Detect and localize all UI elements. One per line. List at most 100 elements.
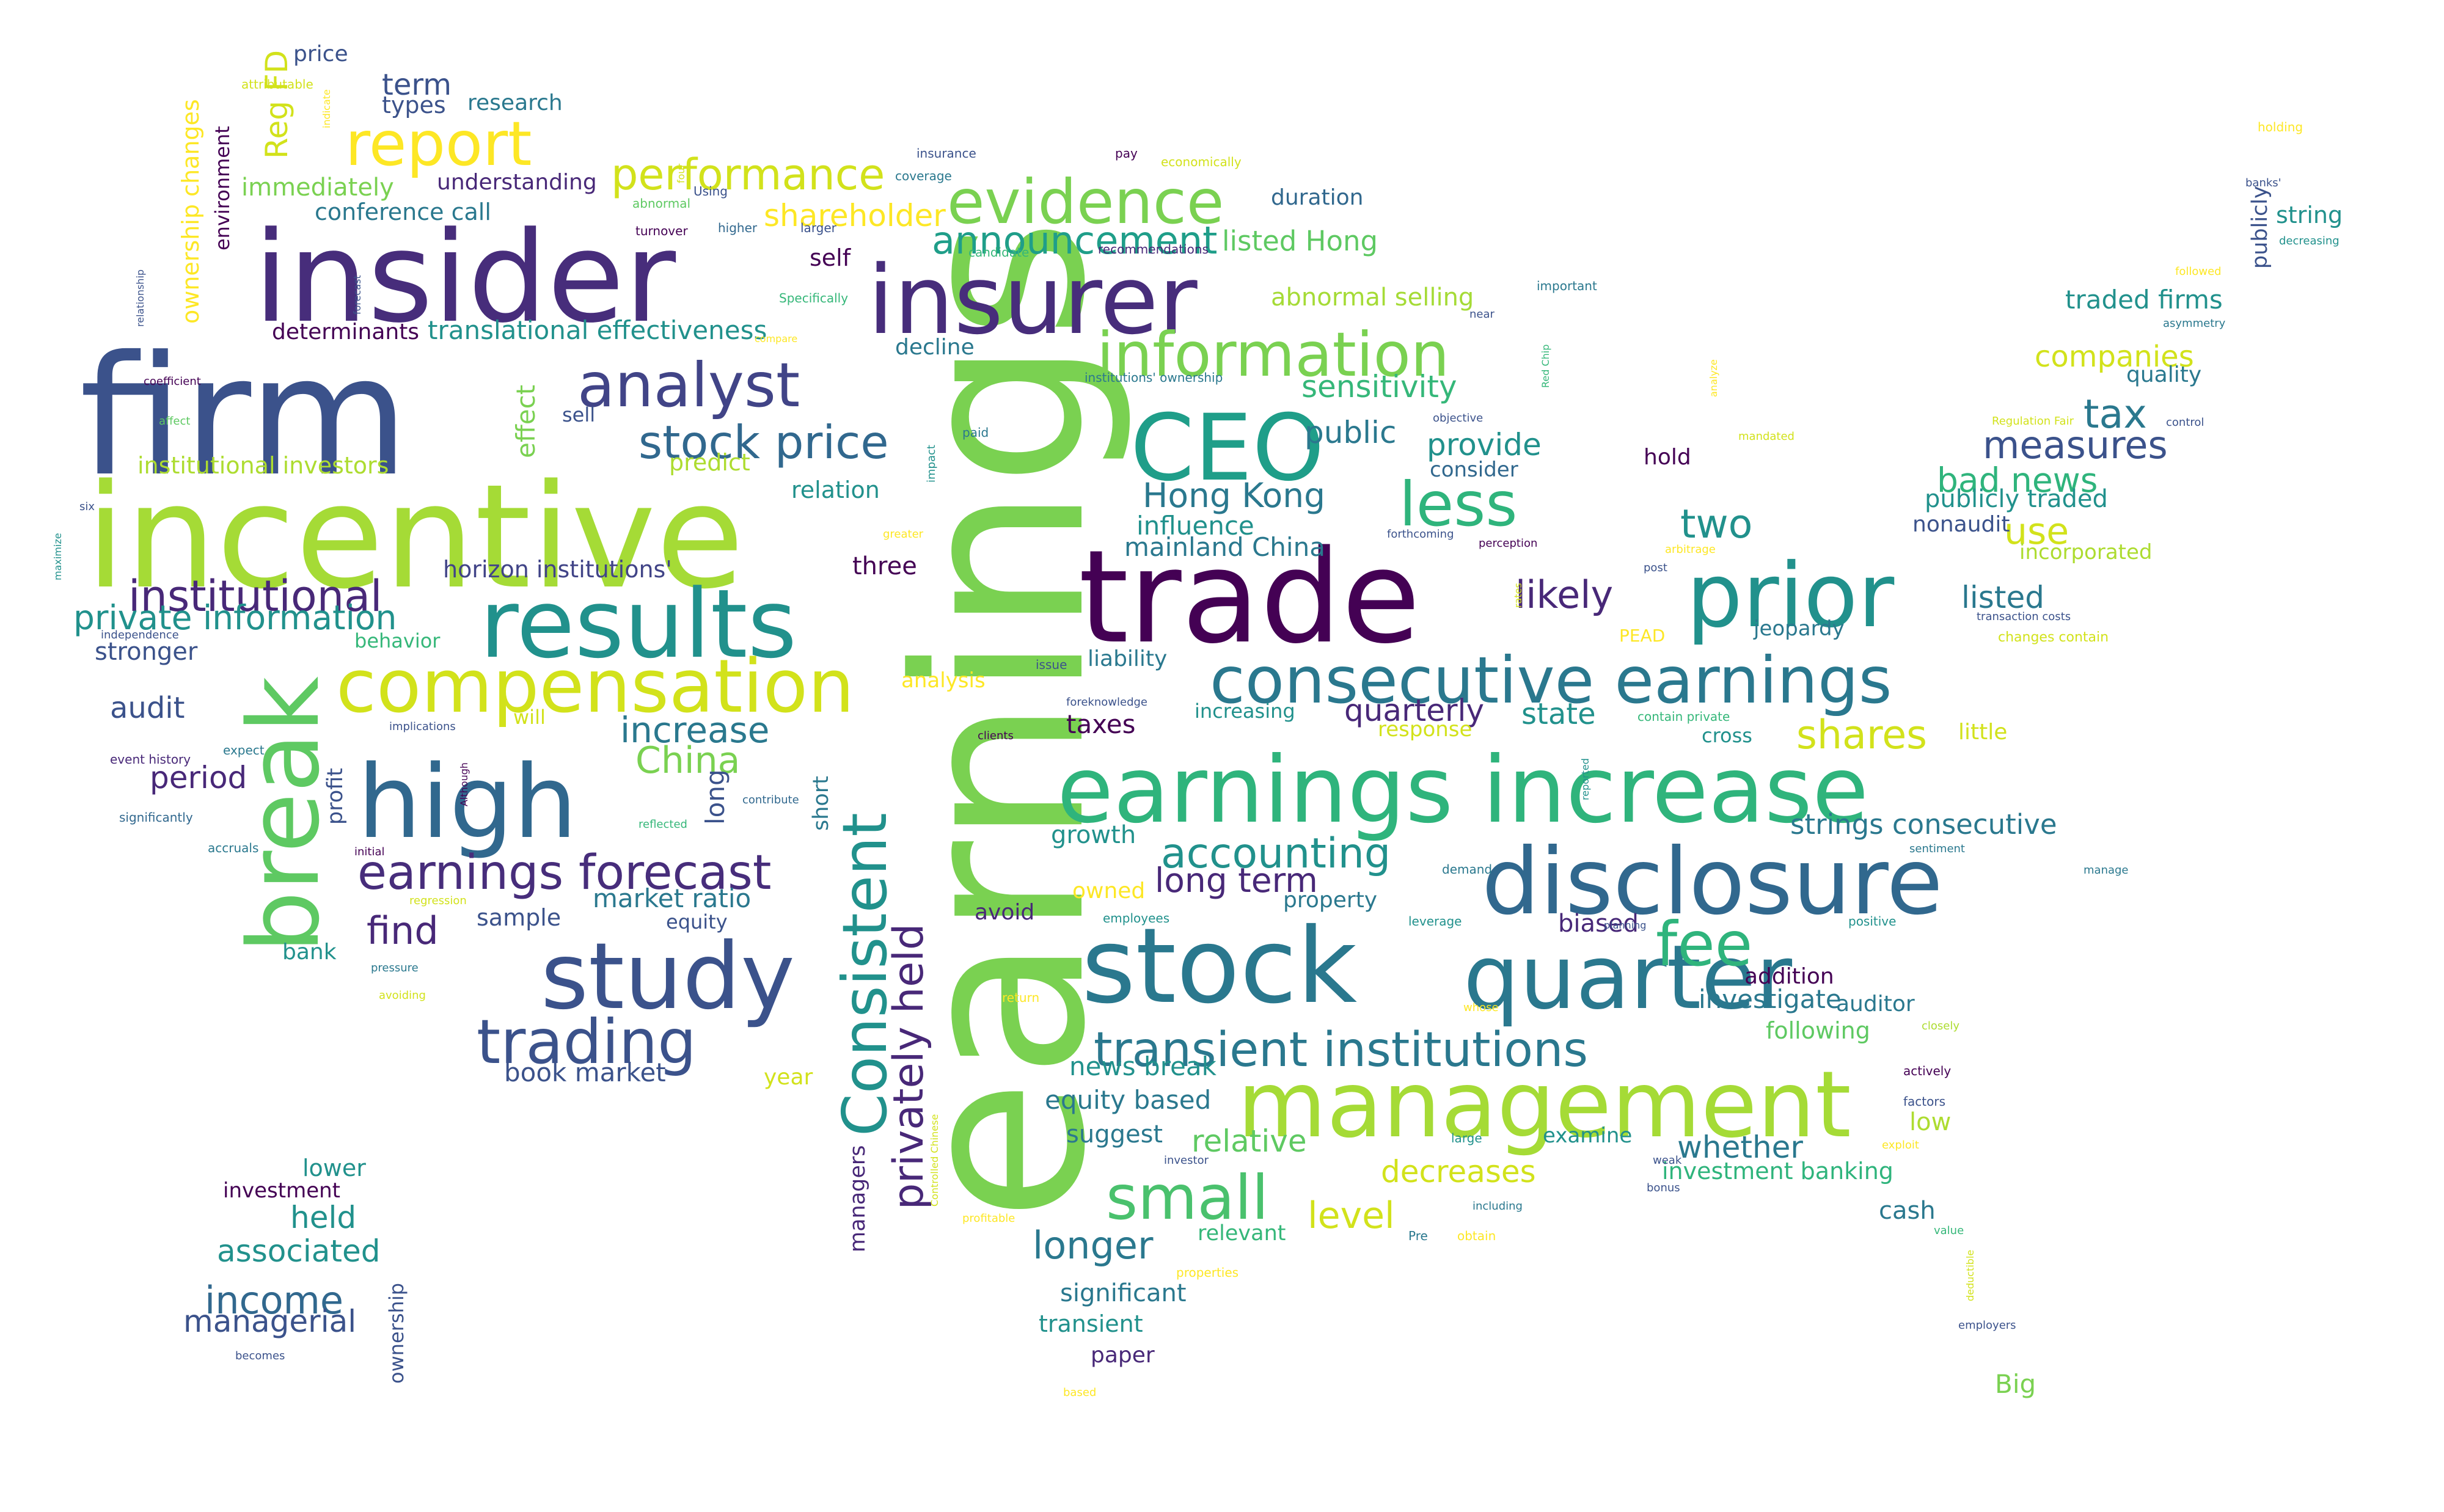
cloud-word-investment-banking: investment banking: [1662, 1158, 1893, 1185]
cloud-word-candidate: candidate: [968, 245, 1029, 260]
cloud-word-will: will: [513, 706, 546, 729]
cloud-word-followed: followed: [2175, 265, 2222, 278]
cloud-word-event-history: event history: [110, 752, 191, 767]
cloud-word-consistent: Consistent: [829, 813, 901, 1136]
cloud-word-clients: clients: [978, 729, 1014, 742]
cloud-word-obtain: obtain: [1457, 1229, 1496, 1243]
cloud-word-issue: issue: [1036, 657, 1067, 672]
cloud-word-demand: demand: [1442, 862, 1492, 877]
cloud-word-managers: managers: [846, 1145, 870, 1252]
cloud-word-consider: consider: [1430, 458, 1518, 482]
cloud-word-year: year: [764, 1065, 813, 1090]
cloud-word-rates: rates: [1512, 583, 1524, 608]
cloud-word-maximize: maximize: [52, 533, 64, 580]
cloud-word-pressure: pressure: [371, 962, 419, 974]
cloud-word-understanding: understanding: [437, 170, 597, 195]
cloud-word-consecutive-earnings: consecutive earnings: [1210, 643, 1892, 718]
cloud-word-shareholder: shareholder: [764, 198, 946, 233]
cloud-word-tax: tax: [2084, 392, 2147, 437]
cloud-word-information: information: [1097, 319, 1449, 390]
cloud-word-translational-effectiveness: translational effectiveness: [428, 315, 767, 345]
cloud-word-incentive: incentive: [86, 454, 744, 621]
cloud-word-bad-news: bad news: [1937, 461, 2098, 500]
cloud-word-response: response: [1378, 717, 1472, 742]
cloud-word-price: price: [293, 42, 348, 67]
cloud-word-factors: factors: [1903, 1094, 1945, 1109]
cloud-word-value: value: [1934, 1224, 1964, 1237]
cloud-word-impact: impact: [925, 445, 938, 483]
cloud-word-reflected: reflected: [638, 818, 687, 831]
cloud-word-accounting: accounting: [1161, 830, 1391, 878]
cloud-word-pead: PEAD: [1619, 626, 1665, 646]
cloud-word-fee: fee: [1656, 908, 1752, 980]
cloud-word-trade: trade: [1078, 522, 1421, 672]
cloud-word-mandated: mandated: [1738, 430, 1795, 443]
cloud-word-relation: relation: [791, 477, 880, 503]
cloud-word-period: period: [150, 760, 247, 795]
cloud-word-four: four: [675, 163, 687, 183]
cloud-word-trading: trading: [477, 1006, 697, 1078]
cloud-word-compensation: compensation: [336, 645, 854, 729]
cloud-word-attributable: attributable: [241, 77, 313, 92]
cloud-word-affect: affect: [159, 415, 190, 428]
cloud-word-bank: bank: [282, 940, 337, 965]
cloud-word-initial: initial: [354, 845, 385, 858]
cloud-word-asymmetry: asymmetry: [2163, 317, 2226, 330]
cloud-word-whose: whose: [1463, 1001, 1499, 1014]
cloud-word-study: study: [541, 924, 795, 1030]
cloud-word-quarterly: quarterly: [1344, 693, 1484, 728]
cloud-word-contribute: contribute: [742, 794, 799, 806]
cloud-word-privately-held: privately held: [885, 924, 933, 1210]
cloud-word-investor: investor: [1164, 1154, 1209, 1167]
cloud-word-objective: objective: [1433, 412, 1483, 425]
cloud-word-conference-call: conference call: [315, 199, 491, 225]
cloud-word-holding: holding: [2258, 120, 2303, 134]
cloud-word-foreknowledge: foreknowledge: [1066, 696, 1147, 709]
cloud-word-banks: banks': [2245, 177, 2281, 189]
cloud-word-big: Big: [1995, 1369, 2036, 1399]
cloud-word-abnormal: abnormal: [632, 196, 690, 211]
cloud-word-insurance: insurance: [916, 146, 976, 161]
cloud-word-positive: positive: [1848, 914, 1896, 929]
cloud-word-regression: regression: [409, 894, 467, 907]
cloud-word-state: state: [1521, 697, 1596, 731]
cloud-word-long-term: long term: [1155, 861, 1318, 900]
cloud-word-property: property: [1283, 888, 1377, 913]
cloud-word-based: based: [1063, 1386, 1096, 1399]
cloud-word-deductible: deductible: [1964, 1250, 1976, 1301]
cloud-word-publicly-traded: publicly traded: [1925, 485, 2108, 513]
cloud-word-near: near: [1469, 308, 1495, 321]
cloud-word-institutions-ownership: institutions' ownership: [1085, 370, 1223, 385]
cloud-word-publicly: publicly: [2248, 186, 2272, 269]
cloud-word-announcement: announcement: [932, 218, 1217, 263]
cloud-word-private-information: private information: [73, 598, 397, 637]
cloud-word-string: string: [2276, 202, 2343, 228]
cloud-word-research: research: [467, 90, 563, 115]
cloud-word-equity-based: equity based: [1045, 1085, 1211, 1115]
cloud-word-sensitivity: sensitivity: [1301, 369, 1457, 404]
cloud-word-decreasing: decreasing: [2279, 235, 2340, 247]
cloud-word-bonus: bonus: [1647, 1181, 1680, 1194]
cloud-word-sentiment: sentiment: [1909, 842, 1965, 855]
cloud-word-break: break: [227, 676, 341, 953]
cloud-word-profitable: profitable: [962, 1212, 1015, 1225]
cloud-word-arbitrage: arbitrage: [1665, 543, 1716, 556]
cloud-word-lower: lower: [302, 1155, 366, 1181]
cloud-word-expect: expect: [223, 743, 265, 758]
cloud-word-greater: greater: [883, 528, 924, 541]
cloud-word-auditor: auditor: [1836, 992, 1915, 1017]
cloud-word-duration: duration: [1271, 185, 1364, 210]
cloud-word-less: less: [1399, 469, 1518, 540]
cloud-word-economically: economically: [1161, 155, 1242, 169]
cloud-word-employers: employers: [1958, 1319, 2016, 1332]
cloud-word-manage: manage: [2084, 864, 2129, 877]
cloud-word-jeopardy: jeopardy: [1753, 616, 1845, 641]
cloud-word-exploit: exploit: [1882, 1139, 1919, 1152]
cloud-word-although: Although: [458, 762, 470, 806]
cloud-word-decreases: decreases: [1381, 1154, 1536, 1189]
cloud-word-stock: stock: [1081, 906, 1357, 1027]
cloud-word-weak: weak: [1653, 1154, 1682, 1167]
